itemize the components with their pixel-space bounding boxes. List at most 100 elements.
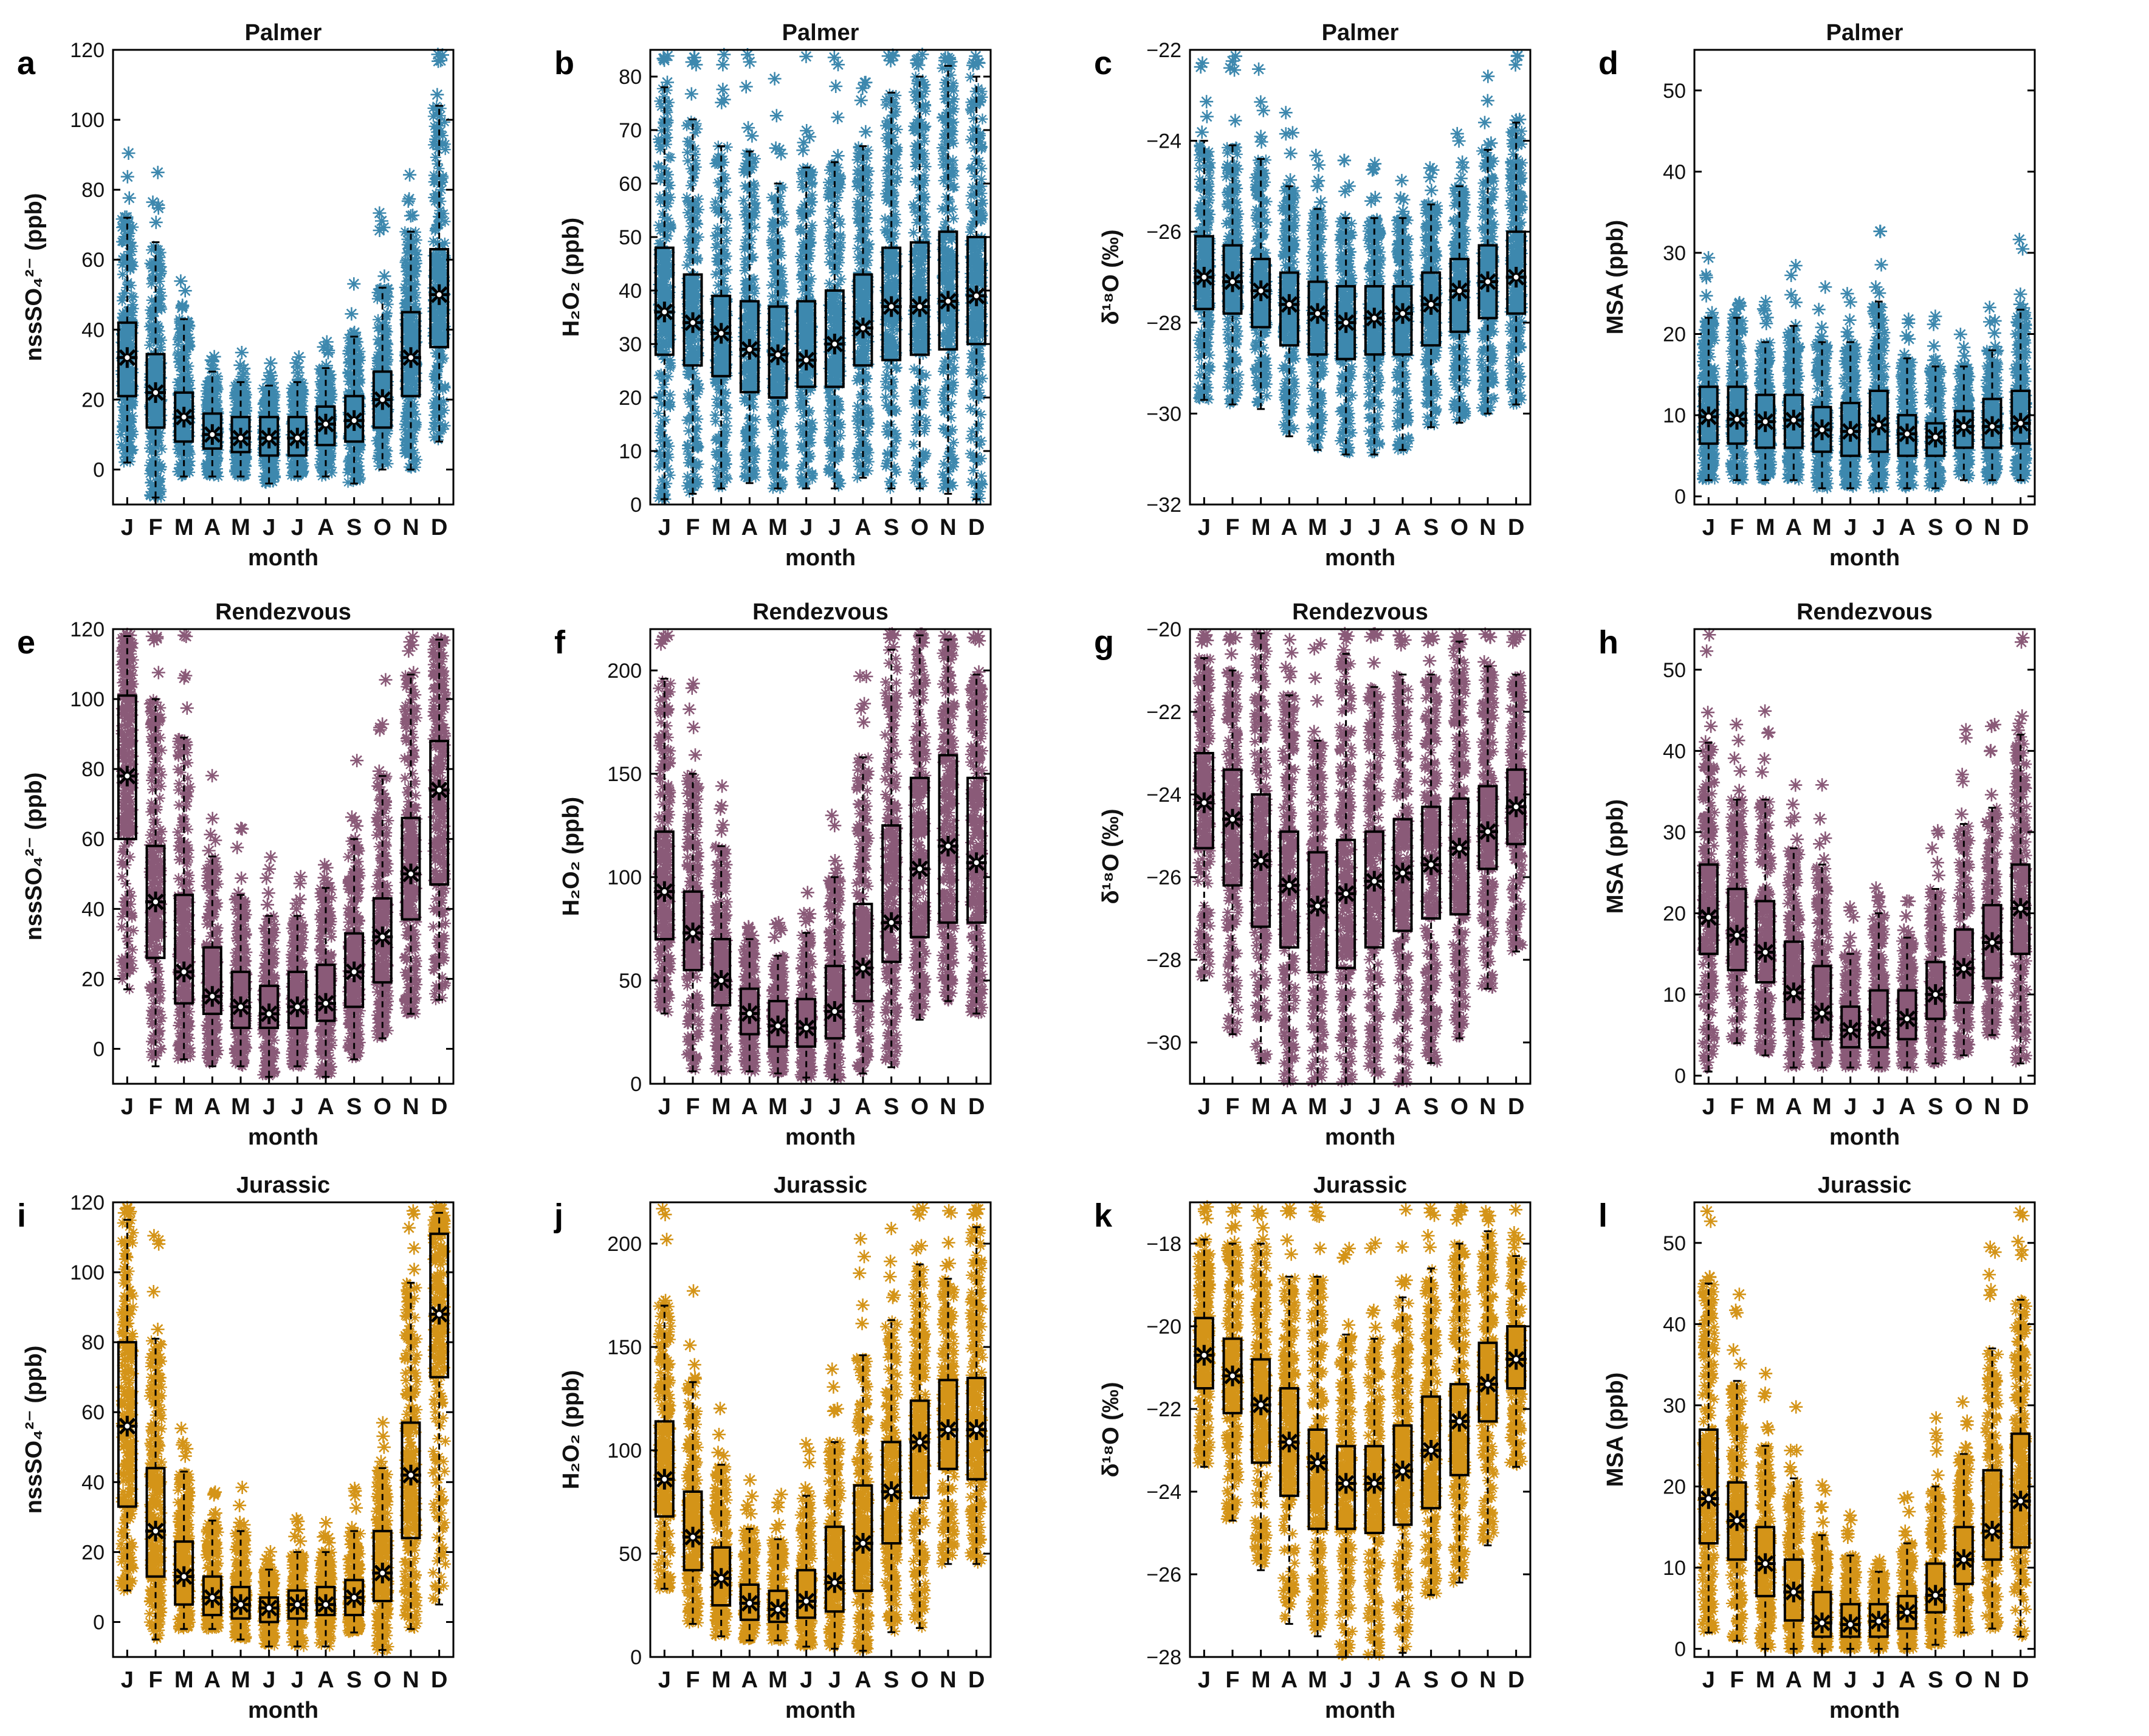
median-center (944, 842, 952, 850)
y-tick-label: 150 (607, 1336, 642, 1359)
iqr-box (145, 353, 166, 429)
scatter-points (1192, 119, 1528, 458)
median-center (123, 354, 131, 362)
axes-frame (112, 628, 455, 1085)
x-axis-label: month (1829, 545, 1900, 571)
y-tick-label: 70 (619, 119, 642, 142)
x-tick-label: A (317, 515, 334, 540)
iqr-box (768, 1000, 788, 1048)
median-center (379, 396, 387, 404)
x-tick-label: O (911, 515, 929, 540)
x-tick-label: O (1955, 515, 1973, 540)
y-tick-label: −30 (1146, 1032, 1181, 1055)
panel-title: Jurassic (236, 1173, 330, 1198)
x-tick-label: F (1225, 515, 1239, 540)
iqr-box (739, 300, 760, 394)
x-tick-label: A (1786, 1667, 1802, 1693)
iqr-box (174, 894, 194, 1005)
iqr-box (683, 890, 703, 972)
box-1 (1222, 669, 1243, 1035)
x-tick-label: N (1984, 515, 2000, 540)
y-tick-label: 10 (1663, 404, 1686, 427)
median-center (1818, 426, 1826, 434)
box-5 (796, 167, 817, 490)
box-11 (428, 638, 450, 1001)
median-center (407, 354, 414, 362)
x-tick-label: A (317, 1667, 334, 1693)
x-tick-label: J (1844, 1667, 1857, 1693)
y-tick-label: 40 (81, 898, 105, 921)
y-tick-label: 30 (1663, 1394, 1686, 1417)
box-2 (710, 145, 732, 490)
median-center (1790, 989, 1798, 997)
median-center (1960, 965, 1968, 973)
median-center (916, 1438, 924, 1446)
box-9 (1953, 1453, 1975, 1634)
iqr-box (202, 1575, 222, 1616)
median-center (831, 1008, 839, 1015)
panel-title: Rendezvous (215, 599, 351, 625)
box-7 (1392, 1296, 1413, 1654)
x-tick-label: J (828, 515, 841, 540)
median-center (1790, 1588, 1798, 1596)
x-tick-label: J (291, 1667, 304, 1693)
x-axis-label: month (248, 1698, 318, 1723)
box-5 (1840, 341, 1861, 489)
box-4 (230, 1530, 251, 1641)
x-tick-label: J (121, 515, 134, 540)
panel-letter: l (1598, 1197, 1607, 1234)
iqr-box (881, 246, 902, 362)
box-10 (938, 64, 958, 495)
median-center (152, 898, 159, 906)
median-center (1846, 427, 1854, 435)
median-center (1427, 1447, 1435, 1454)
median-center (1512, 274, 1520, 281)
median-center (1399, 309, 1406, 317)
box-3 (202, 370, 223, 478)
scatter-points (1192, 628, 1528, 1087)
axes-frame (1189, 628, 1532, 1085)
iqr-box (372, 1529, 393, 1602)
y-axis-label: MSA (ppb) (1603, 1373, 1628, 1487)
x-tick-label: M (712, 1667, 731, 1693)
iqr-box (1194, 1317, 1214, 1390)
box-9 (1449, 640, 1470, 1039)
x-tick-label: F (148, 1094, 162, 1120)
x-tick-label: D (2012, 1667, 2029, 1693)
median-center (1314, 1459, 1321, 1467)
median-center (1285, 300, 1293, 308)
box-7 (1897, 937, 1917, 1069)
y-axis-label: MSA (ppb) (1603, 220, 1628, 335)
median-center (1761, 948, 1769, 956)
box-1 (683, 773, 703, 1073)
x-tick-label: D (431, 1667, 447, 1693)
panel-letter: c (1094, 45, 1112, 81)
x-tick-label: A (1786, 1094, 1802, 1120)
axes-frame (649, 628, 992, 1085)
x-tick-label: A (1394, 1667, 1411, 1693)
x-tick-label: O (1955, 1667, 1973, 1693)
x-tick-label: S (1928, 515, 1943, 540)
median-center (774, 1022, 782, 1030)
x-tick-label: N (402, 1094, 419, 1120)
iqr-box (853, 1484, 873, 1593)
x-tick-label: J (291, 515, 304, 540)
y-tick-label: 20 (81, 1541, 105, 1564)
iqr-box (1279, 271, 1299, 347)
box-3 (739, 938, 760, 1073)
outlier-points (117, 1200, 449, 1572)
median-center (208, 430, 216, 438)
outlier-points (1197, 1200, 1525, 1334)
iqr-box (1364, 830, 1384, 949)
iqr-box (1925, 422, 1946, 457)
box-9 (1449, 1242, 1470, 1584)
iqr-box (2010, 1432, 2031, 1549)
x-tick-label: J (1368, 1667, 1381, 1693)
iqr-box (1392, 818, 1413, 932)
median-center (1456, 844, 1463, 852)
box-1 (1727, 317, 1747, 481)
y-tick-label: 0 (93, 458, 105, 481)
y-tick-label: 0 (1674, 1065, 1686, 1088)
